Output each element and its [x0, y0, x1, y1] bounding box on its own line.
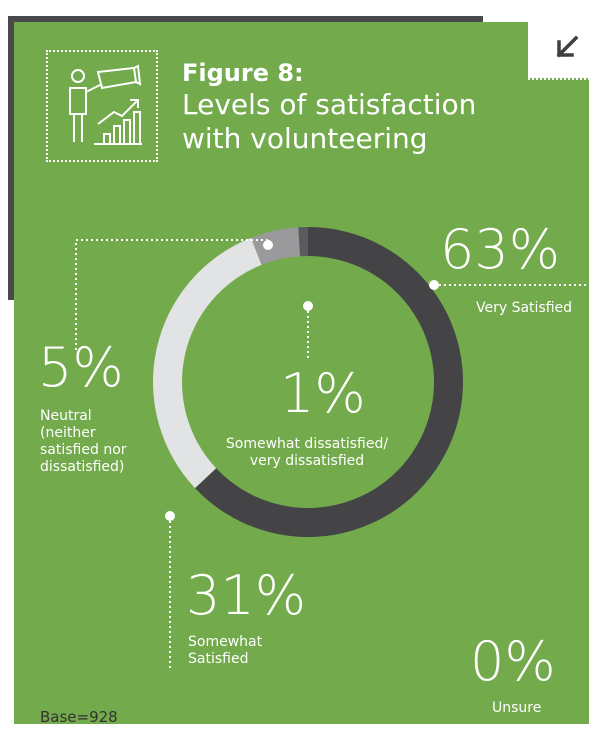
arrow-down-left-icon: [556, 35, 579, 58]
leader-dot-neutral: [263, 240, 273, 250]
value-label-neutral: 5%: [38, 336, 124, 399]
donut-slice-dissatisfied: [298, 227, 308, 257]
category-label-somewhat-satisfied-2: Satisfied: [188, 651, 249, 667]
category-label-dissatisfied-1: Somewhat dissatisfied/: [225, 436, 389, 452]
leader-dot-very-satisfied: [429, 280, 439, 290]
leader-line-neutral: [75, 239, 268, 350]
category-label-unsure: Unsure: [492, 700, 542, 716]
telescope-growth-icon: [69, 64, 142, 145]
value-label-somewhat-satisfied: 31%: [186, 564, 307, 627]
value-label-dissatisfied: 1%: [280, 362, 366, 425]
corner-cutout: [528, 0, 592, 78]
donut-slice-somewhat-satisfied: [153, 237, 262, 489]
category-label-neutral-2: (neither: [40, 425, 96, 441]
category-label-somewhat-satisfied-1: Somewhat: [188, 634, 263, 650]
figure-icon-frame: [46, 50, 158, 162]
leader-dot-somewhat-satisfied: [165, 511, 175, 521]
base-note: Base=928: [40, 708, 118, 726]
figure-title: Figure 8:: [182, 59, 304, 87]
corner-dotted-line: [528, 78, 590, 80]
donut-slice-very-satisfied: [195, 227, 464, 537]
figure-subtitle: Levels of satisfaction with volunteering: [182, 88, 477, 155]
value-label-very-satisfied: 63%: [440, 218, 561, 281]
category-label-dissatisfied-2: very dissatisfied: [249, 453, 365, 469]
leader-dot-dissatisfied: [303, 301, 313, 311]
donut-slice-neutral: [250, 227, 301, 265]
value-label-unsure: 0%: [470, 630, 556, 693]
category-label-neutral-4: dissatisfied): [40, 459, 125, 475]
category-label-neutral-1: Neutral: [40, 408, 92, 424]
category-label-neutral-3: satisfied nor: [40, 442, 127, 458]
category-label-very-satisfied: Very Satisfied: [476, 300, 573, 316]
